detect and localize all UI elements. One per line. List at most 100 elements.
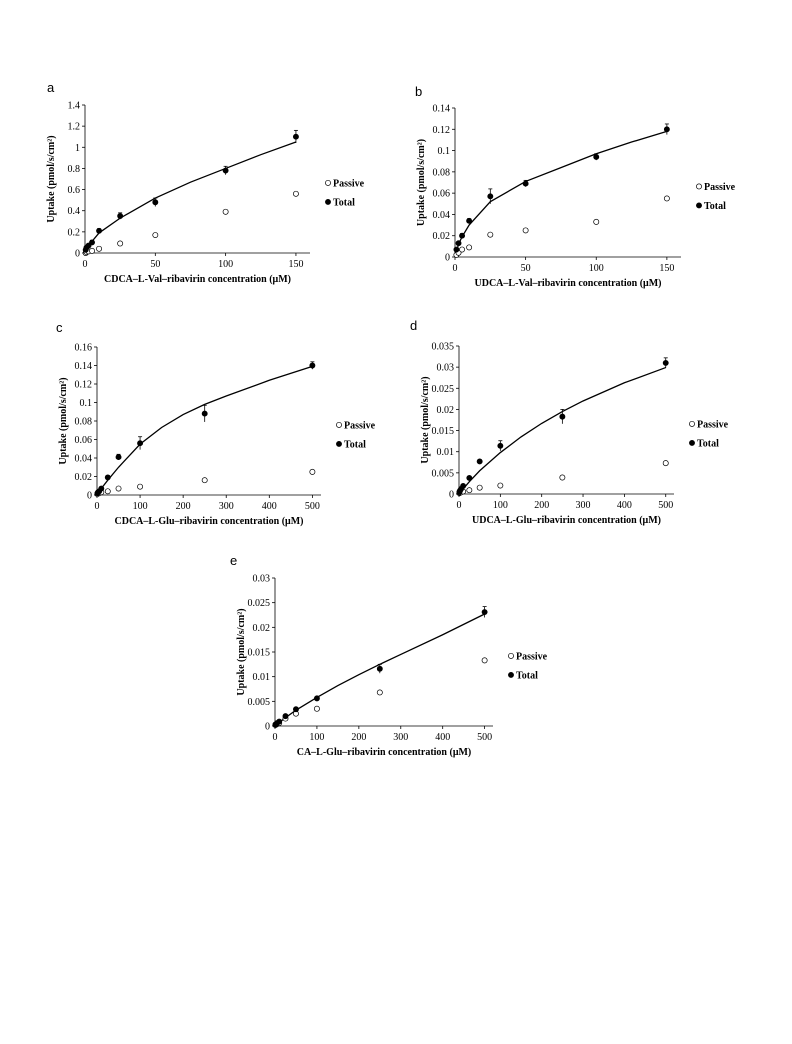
passive-point (459, 246, 466, 253)
total-point (313, 695, 320, 702)
legend-passive-marker (336, 421, 342, 428)
y-tick-label: 0.16 (75, 343, 93, 354)
legend-total-marker (325, 198, 331, 205)
passive-point (593, 218, 600, 225)
legend-passive-label: Passive (516, 651, 548, 662)
y-tick-label: 0.015 (248, 648, 271, 659)
fit-curve (274, 613, 485, 727)
y-tick-label: 0.08 (75, 417, 93, 428)
total-point (117, 213, 124, 219)
panel-letter: c (56, 320, 63, 335)
passive-point (663, 195, 670, 202)
y-tick-label: 0.04 (75, 454, 93, 465)
x-axis-title: UDCA–L-Val–ribavirin concentration (μM) (475, 278, 662, 289)
y-tick-label: 0 (75, 249, 80, 260)
x-tick-label: 300 (219, 501, 234, 512)
total-point (201, 410, 208, 417)
y-tick-label: 0.03 (437, 363, 455, 374)
total-point (292, 133, 299, 140)
total-point (663, 126, 670, 133)
panel-letter: b (415, 84, 423, 99)
x-tick-label: 0 (83, 259, 88, 270)
x-axis-title: CA–L-Glu–ribavirin concentration (μM) (297, 747, 472, 758)
y-tick-label: 0.2 (68, 227, 81, 238)
x-tick-label: 0 (453, 263, 458, 274)
total-point (453, 246, 460, 253)
x-tick-label: 400 (262, 501, 277, 512)
passive-point (104, 488, 111, 495)
x-axis-title: CDCA–L-Val–ribavirin concentration (μM) (104, 274, 291, 285)
x-tick-label: 500 (658, 500, 673, 511)
y-tick-label: 0.035 (432, 342, 455, 353)
passive-point (476, 484, 483, 491)
fit-curve (454, 130, 668, 258)
y-tick-label: 0.02 (75, 472, 93, 483)
legend-passive-label: Passive (697, 419, 729, 430)
legend-total-label: Total (704, 201, 726, 212)
passive-point (559, 474, 566, 481)
passive-point (481, 657, 488, 664)
chart-a: 0 0.2 0.4 0.6 0.8 1 1.2 1.4 0 50 100 150 CDCA–L-Val–… (46, 101, 365, 286)
panel-letter: a (47, 80, 55, 95)
y-tick-label: 0.8 (68, 164, 81, 175)
total-point (459, 232, 466, 239)
y-tick-label: 1 (75, 143, 80, 154)
x-tick-label: 100 (493, 500, 508, 511)
y-tick-label: 0.4 (68, 206, 81, 217)
legend-passive-marker (696, 183, 702, 190)
total-point (376, 665, 383, 672)
passive-point (96, 245, 103, 252)
y-tick-label: 0.025 (248, 598, 271, 609)
chart-panel-a: a 0 0.2 0.4 0.6 0.8 1 1.2 1.4 0 50 100 150 CDCA–L-Va… (0, 0, 396, 300)
y-axis-title: Uptake (pmol/s/cm²) (236, 608, 247, 695)
x-tick-label: 100 (133, 501, 148, 512)
y-tick-label: 0.005 (248, 697, 271, 708)
x-tick-label: 200 (351, 732, 366, 743)
x-axis-title: CDCA–L-Glu–ribavirin concentration (μM) (115, 516, 304, 527)
y-tick-label: 1.2 (68, 122, 81, 133)
panel-letter: d (410, 318, 418, 333)
y-tick-label: 0.6 (68, 185, 81, 196)
total-point (460, 483, 467, 489)
x-tick-label: 500 (477, 732, 492, 743)
y-tick-label: 0 (445, 253, 450, 264)
x-tick-label: 50 (150, 259, 160, 270)
x-tick-label: 50 (521, 263, 531, 274)
y-tick-label: 0.02 (437, 405, 455, 416)
total-point (522, 180, 529, 187)
total-point (152, 199, 159, 206)
y-tick-label: 0.1 (80, 398, 93, 409)
panel-letter: e (230, 553, 238, 568)
y-axis-title: Uptake (pmol/s/cm²) (58, 377, 69, 464)
chart-panel-b: b 0 0.02 0.04 0.06 0.08 0.1 0.12 0.14 0 50 100 150 U… (0, 0, 792, 300)
passive-point (487, 231, 494, 238)
x-tick-label: 200 (176, 501, 191, 512)
legend-passive-marker (508, 652, 514, 659)
total-point (104, 474, 111, 481)
y-tick-label: 1.4 (68, 101, 81, 112)
chart-e: 0 0.005 0.01 0.015 0.02 0.025 0.03 0 100 200 300 40… (236, 574, 548, 759)
y-tick-label: 0.04 (433, 210, 451, 221)
passive-point (466, 244, 473, 251)
total-point (466, 474, 473, 481)
passive-point (376, 689, 383, 696)
total-point (222, 167, 229, 174)
y-tick-label: 0.02 (433, 231, 451, 242)
legend-total-marker (689, 439, 695, 446)
legend-total-label: Total (697, 438, 719, 449)
legend-passive-label: Passive (333, 178, 365, 189)
chart-panel-d: d 0 0.005 0.01 0.015 0.02 0.025 0.03 0.035 0 100 2… (410, 318, 729, 526)
chart-panel-c: c 0 0.02 0.04 0.06 0.08 0.1 0.12 0.14 0.16 0 100 20… (0, 0, 396, 560)
y-tick-label: 0 (449, 490, 454, 501)
total-point (662, 359, 669, 366)
passive-point (201, 477, 208, 484)
x-tick-label: 150 (288, 259, 303, 270)
y-tick-label: 0.025 (432, 384, 455, 395)
legend-total-marker (336, 440, 342, 447)
x-tick-label: 200 (534, 500, 549, 511)
x-axis-title: UDCA–L-Glu–ribavirin concentration (μM) (472, 515, 661, 526)
chart-panel-e: e 0 0.005 0.01 0.015 0.02 0.025 0.03 0 100 200 300… (230, 553, 548, 759)
y-tick-label: 0.14 (433, 104, 451, 115)
legend-total-marker (508, 671, 514, 678)
chart-c: 0 0.02 0.04 0.06 0.08 0.1 0.12 0.14 0.16 0 100 200 3… (58, 343, 376, 528)
